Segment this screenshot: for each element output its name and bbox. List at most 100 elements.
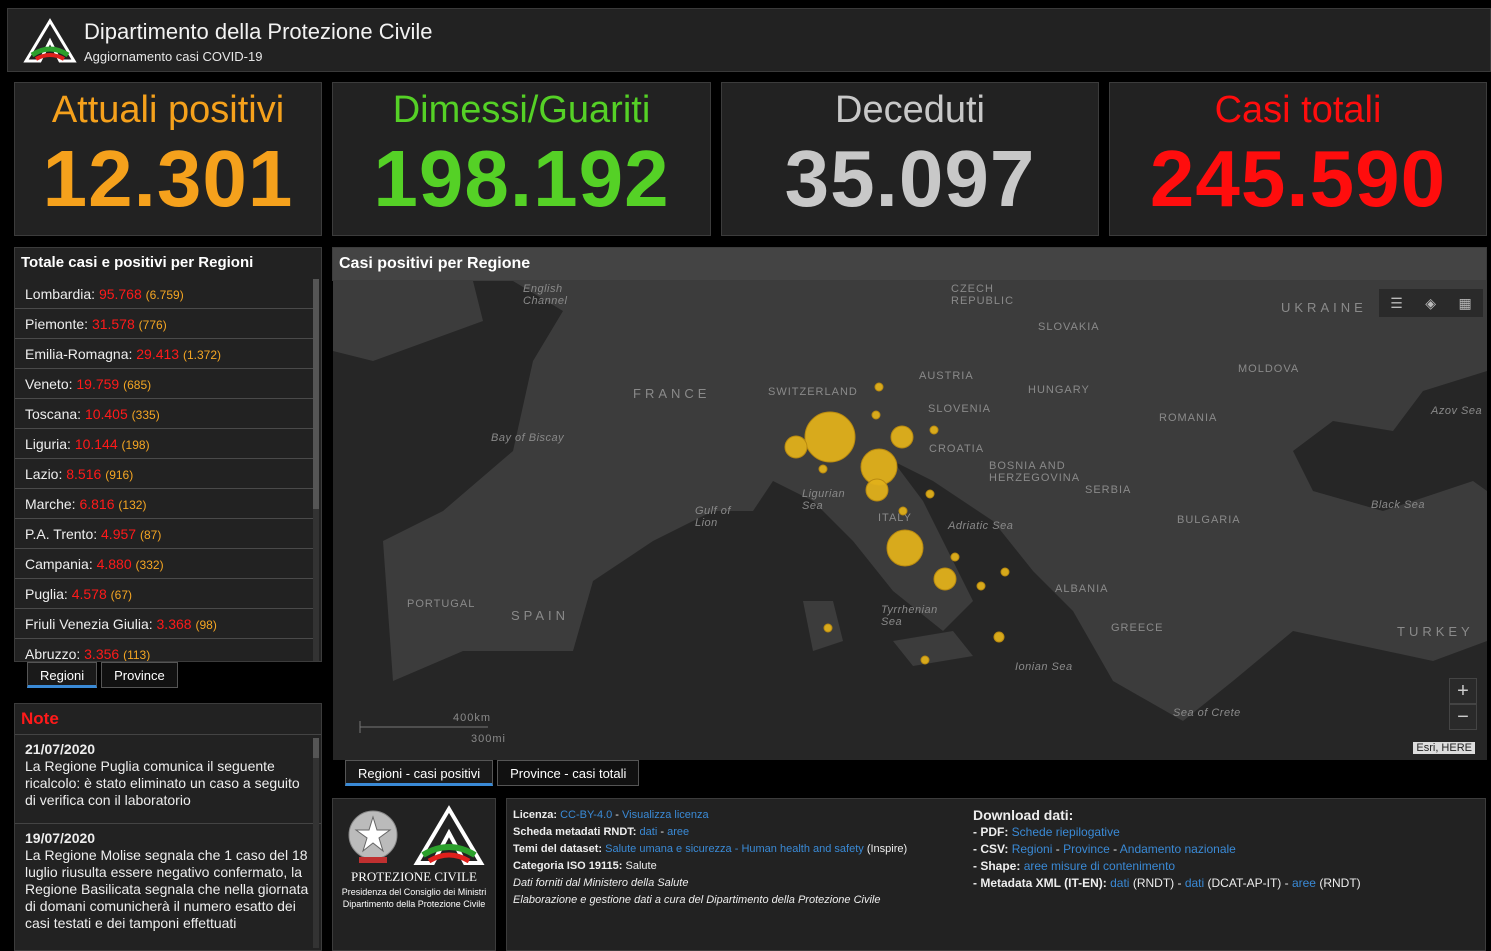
regions-scrollbar[interactable] <box>313 279 319 661</box>
pdf-link[interactable]: Schede riepilogative <box>1011 825 1120 839</box>
map-attribution: Esri, HERE <box>1413 742 1475 754</box>
info-panel: Licenza: CC-BY-4.0 - Visualizza licenza … <box>506 798 1486 951</box>
layers-icon[interactable]: ◈ <box>1425 294 1437 311</box>
scrollbar-thumb[interactable] <box>313 279 319 509</box>
map-label: FRANCE <box>633 386 711 401</box>
separator: - <box>1109 842 1120 856</box>
themes-suffix: (Inspire) <box>863 843 908 855</box>
footer-logo-panel: PROTEZIONE CIVILE Presidenza del Consigl… <box>332 798 496 951</box>
region-bubble <box>818 464 828 474</box>
region-positive: (132) <box>118 498 147 512</box>
region-row[interactable]: Liguria: 10.144 (198) <box>15 429 315 459</box>
note-text: La Regione Molise segnala che 1 caso del… <box>25 847 309 931</box>
region-positive: (332) <box>135 558 164 572</box>
footer-logo-line2: Dipartimento della Protezione Civile <box>342 899 486 909</box>
region-name: Marche: <box>25 496 76 512</box>
metadata-xml-aree-link[interactable]: aree <box>1291 876 1316 890</box>
zoom-in-button[interactable]: + <box>1449 678 1477 704</box>
metadata-dati-link[interactable]: dati <box>639 826 658 838</box>
footer-logo-title: PROTEZIONE CIVILE <box>350 869 477 884</box>
region-row[interactable]: Campania: 4.880 (332) <box>15 549 315 579</box>
csv-province-link[interactable]: Province <box>1063 842 1110 856</box>
region-positive: (198) <box>121 438 150 452</box>
themes-link[interactable]: Salute umana e sicurezza - Human health … <box>605 843 864 855</box>
shape-link[interactable]: aree misure di contenimento <box>1023 859 1176 873</box>
map-canvas[interactable]: English Channel CZECH REPUBLIC UKRAINE S… <box>333 281 1487 760</box>
protezione-civile-logo <box>23 18 77 63</box>
tab-province-casi-totali[interactable]: Province - casi totali <box>497 760 640 786</box>
stat-label: Dimessi/Guariti <box>392 89 651 131</box>
separator: - <box>657 826 668 838</box>
region-bubble <box>920 655 930 665</box>
region-bubble <box>874 382 884 392</box>
basemap-gallery-icon[interactable]: ▦ <box>1458 294 1472 311</box>
csv-line: - CSV: Regioni - Province - Andamento na… <box>973 841 1361 858</box>
region-positive: (87) <box>139 528 162 542</box>
license-label: Licenza: <box>513 809 558 821</box>
iso-line: Categoria ISO 19115: Salute <box>513 858 907 875</box>
notes-scrollbar[interactable] <box>313 738 319 948</box>
stat-deceduti: Deceduti 35.097 <box>721 82 1099 236</box>
region-row[interactable]: Veneto: 19.759 (685) <box>15 369 315 399</box>
metadata-xml-dati2-link[interactable]: dati <box>1184 876 1205 890</box>
legend-list-icon[interactable]: ☰ <box>1390 294 1403 311</box>
map-label: SWITZERLAND <box>768 386 858 398</box>
region-row[interactable]: Friuli Venezia Giulia: 3.368 (98) <box>15 609 315 639</box>
note-date: 19/07/2020 <box>25 830 96 846</box>
region-positive: (67) <box>110 588 132 602</box>
region-row[interactable]: Piemonte: 31.578 (776) <box>15 309 315 339</box>
map-label: Ligurian Sea <box>802 488 846 512</box>
region-bubble <box>925 489 935 499</box>
region-name: Friuli Venezia Giulia: <box>25 616 153 632</box>
tab-regioni-casi-positivi[interactable]: Regioni - casi positivi <box>345 760 494 786</box>
region-row[interactable]: Abruzzo: 3.356 (113) <box>15 639 315 661</box>
region-row[interactable]: P.A. Trento: 4.957 (87) <box>15 519 315 549</box>
note-date: 21/07/2020 <box>25 741 96 757</box>
map-label: UKRAINE <box>1281 300 1367 315</box>
stat-value: 245.590 <box>1149 134 1447 223</box>
region-row[interactable]: Emilia-Romagna: 29.413 (1.372) <box>15 339 315 369</box>
zoom-out-button[interactable]: − <box>1449 704 1477 730</box>
region-row[interactable]: Lombardia: 95.768 (6.759) <box>15 279 315 309</box>
regions-tabs: Regioni Province <box>27 662 178 688</box>
csv-andamento-link[interactable]: Andamento nazionale <box>1119 842 1236 856</box>
stat-attuali-positivi: Attuali positivi 12.301 <box>14 82 322 236</box>
tab-regioni[interactable]: Regioni <box>27 662 98 688</box>
tab-province[interactable]: Province <box>101 662 178 688</box>
csv-regioni-link[interactable]: Regioni <box>1011 842 1053 856</box>
region-bubble <box>950 552 960 562</box>
region-name: Emilia-Romagna: <box>25 346 133 362</box>
map-label: Bay of Biscay <box>491 432 565 444</box>
stat-label: Attuali positivi <box>51 89 285 131</box>
map-label: BOSNIA AND HERZEGOVINA <box>989 460 1081 484</box>
region-total: 4.957 <box>101 526 137 542</box>
map-label: HUNGARY <box>1028 384 1090 396</box>
pdf-label: - PDF: <box>973 825 1009 839</box>
region-positive: (1.372) <box>182 348 222 362</box>
region-total: 3.368 <box>156 616 192 632</box>
map-label: TURKEY <box>1397 624 1474 639</box>
region-row[interactable]: Toscana: 10.405 (335) <box>15 399 315 429</box>
region-row[interactable]: Lazio: 8.516 (916) <box>15 459 315 489</box>
map-label: SERBIA <box>1085 484 1132 496</box>
region-positive: (6.759) <box>145 288 184 302</box>
region-row[interactable]: Puglia: 4.578 (67) <box>15 579 315 609</box>
scale-mi: 300mi <box>471 733 506 745</box>
region-bubble <box>865 478 889 502</box>
scrollbar-thumb[interactable] <box>313 738 319 758</box>
region-name: Toscana: <box>25 406 82 422</box>
map-label: Adriatic Sea <box>948 520 1014 532</box>
map-landmass <box>333 281 1487 760</box>
map-bubbles <box>359 382 1010 733</box>
license-link[interactable]: CC-BY-4.0 <box>560 809 613 821</box>
region-total: 95.768 <box>98 286 142 302</box>
metadata-xml-dati-link[interactable]: dati <box>1110 876 1130 890</box>
view-license-link[interactable]: Visualizza licenza <box>622 809 709 821</box>
region-total: 4.578 <box>71 586 107 602</box>
metadata-aree-link[interactable]: aree <box>667 826 690 838</box>
regions-list[interactable]: Lombardia: 95.768 (6.759) Piemonte: 31.57… <box>15 279 315 661</box>
region-row[interactable]: Marche: 6.816 (132) <box>15 489 315 519</box>
app-title: Dipartimento della Protezione Civile <box>84 19 433 44</box>
map-label: SPAIN <box>511 608 570 623</box>
region-name: Abruzzo: <box>25 646 81 661</box>
